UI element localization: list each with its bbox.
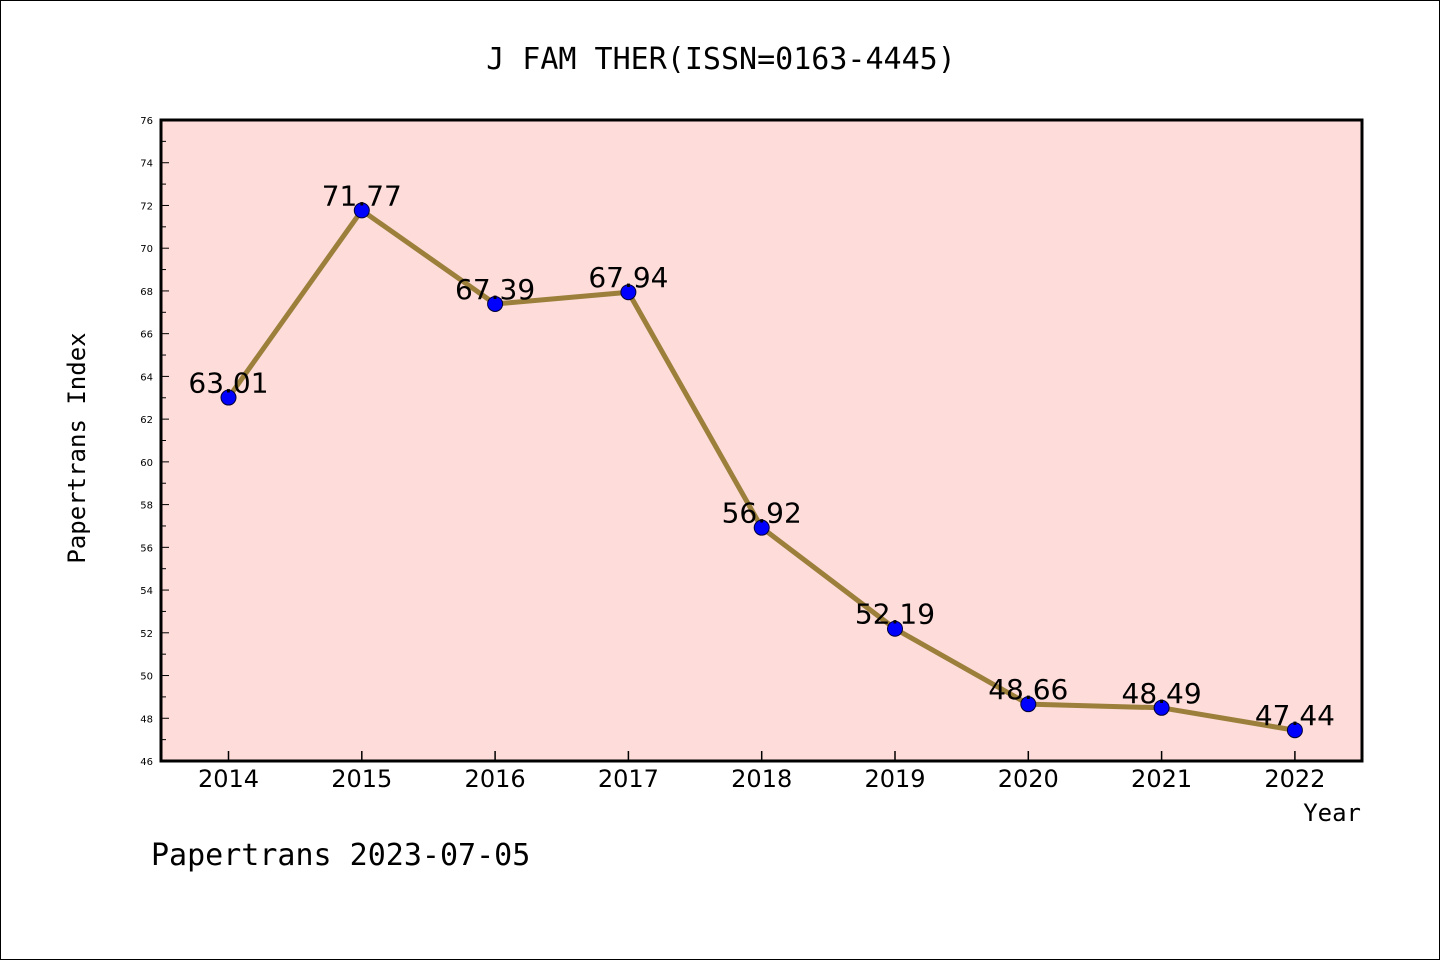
data-label: 52.19 [855,598,935,631]
data-label: 67.94 [588,261,668,294]
y-axis-ticks: 46 48 50 52 54 56 58 60 62 64 66 68 70 72 74 76 [140,116,169,768]
y-axis-label: Papertrans Index [63,332,91,563]
x-tick-label: 2021 [1131,765,1192,793]
data-point [753,519,770,536]
data-point [220,389,237,406]
y-tick-label: 66 [140,330,153,341]
x-tick-label: 2015 [331,765,392,793]
data-label: 47.44 [1255,699,1335,732]
y-tick-label: 50 [140,672,153,683]
x-tick-label: 2019 [864,765,925,793]
x-tick-label: 2020 [998,765,1059,793]
data-point [1020,696,1037,713]
data-point [1286,722,1303,739]
footer-credit: Papertrans 2023-07-05 [151,838,530,873]
data-label: 48.49 [1122,677,1202,710]
data-point [353,202,370,219]
y-tick-label: 74 [140,159,153,170]
data-label: 67.39 [455,273,535,306]
data-point [1153,699,1170,716]
data-label: 63.01 [188,367,268,400]
x-tick-label: 2014 [198,765,259,793]
data-point [620,284,637,301]
data-label: 71.77 [322,179,402,212]
data-point [487,295,504,312]
data-label: 56.92 [722,497,802,530]
x-tick-label: 2017 [598,765,659,793]
plot-area [161,120,1362,761]
series-group: 63.01 71.77 67.39 67.94 56.92 52.19 48.66 48.49… [188,179,1335,739]
y-tick-label: 60 [140,458,153,469]
y-tick-label: 58 [140,501,153,512]
y-tick-label: 46 [140,757,153,768]
chart-title: J FAM THER(ISSN=0163-4445) [486,42,956,77]
x-tick-label: 2022 [1264,765,1325,793]
y-tick-label: 56 [140,543,153,554]
y-tick-label: 48 [140,714,153,725]
y-tick-label: 72 [140,201,153,212]
x-tick-label: 2016 [465,765,526,793]
data-point [887,620,903,637]
y-tick-label: 64 [140,372,153,383]
data-label: 48.66 [988,673,1068,706]
y-tick-label: 70 [140,244,153,255]
y-tick-label: 76 [140,116,153,127]
y-tick-label: 68 [140,287,153,298]
y-tick-label: 62 [140,415,153,426]
y-tick-label: 54 [140,586,153,597]
x-axis-ticks: 2014 2015 2016 2017 2018 2019 2020 2021 2022 [198,751,1325,793]
y-tick-label: 52 [140,629,153,640]
x-axis-label: Year [1303,799,1361,827]
plot-border [159,118,1364,763]
x-tick-label: 2018 [731,765,792,793]
